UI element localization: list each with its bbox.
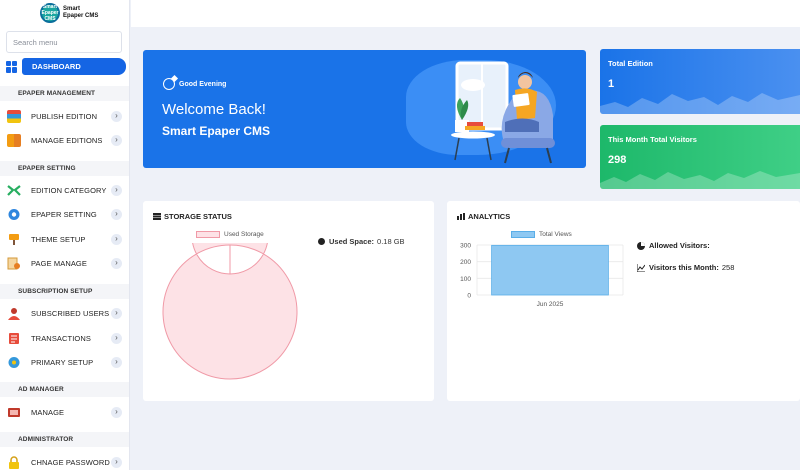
sidebar-item-manage-editions[interactable]: MANAGE EDITIONS › [0,128,129,152]
y-tick-label: 100 [460,276,471,283]
used-space-info: Used Space: 0.18 GB [318,237,405,246]
welcome-title: Welcome Back! [162,101,266,118]
chart-legend[interactable]: Total Views [511,231,572,238]
total-edition-card: Total Edition 1 [600,49,800,114]
chevron-right-icon: › [111,233,122,245]
brand-name-line2: Epaper CMS [63,13,99,19]
sidebar-item-publish-edition[interactable]: PUBLISH EDITION › [0,104,129,128]
sidebar-item-epaper-setting[interactable]: EPAPER SETTING › [0,202,129,226]
bar-chart-icon [457,213,465,220]
dashboard-icon [6,60,18,73]
chevron-right-icon: › [111,456,122,468]
setup-icon [7,356,21,369]
welcome-banner: Good Evening Welcome Back! Smart Epaper … [143,50,586,168]
panel-title: ANALYTICS [468,212,511,221]
section-administrator: ADMINISTRATOR [0,432,129,447]
category-icon [7,184,21,197]
publish-icon [7,109,21,123]
section-epaper-setting: EPAPER SETTING [0,161,129,176]
sidebar-item-transactions[interactable]: TRANSACTIONS › [0,326,129,350]
search-menu-input[interactable] [6,31,122,53]
sidebar-item-page-manage[interactable]: PAGE MANAGE › [0,251,129,275]
brand-logo[interactable]: Smart Epaper CMS Smart Epaper CMS [40,3,98,23]
sidebar-item-edition-category[interactable]: EDITION CATEGORY › [0,178,129,202]
chevron-right-icon: › [111,406,122,418]
sidebar-item-change-password[interactable]: CHNAGE PASSWORD › [0,450,129,470]
welcome-subtitle: Smart Epaper CMS [162,124,271,138]
sidebar-item-manage-ads[interactable]: MANAGE › [0,400,129,424]
month-visitors-info: Visitors this Month: 258 [637,263,734,272]
storage-status-panel: STORAGE STATUS Used Storage Used Space: … [143,201,434,401]
storage-donut-chart [162,243,298,380]
stat-label: This Month Total Visitors [608,135,697,144]
reading-illustration [451,61,555,164]
chevron-right-icon: › [111,134,122,146]
stat-value: 1 [608,78,615,90]
month-visitors-label: Visitors this Month: [649,263,719,272]
chart-legend[interactable]: Used Storage [196,231,264,238]
chevron-right-icon: › [111,307,122,319]
visitor-bar-chart: 0 100 200 300 Jun 2025 [460,243,624,308]
chevron-right-icon: › [111,257,122,269]
editions-icon [7,133,21,147]
sidebar-item-primary-setup[interactable]: PRIMARY SETUP › [0,350,129,374]
stat-value: 298 [608,154,627,166]
greeting-text: Good Evening [179,80,227,88]
paint-brush-icon [7,233,21,246]
donut-slice[interactable] [162,243,298,380]
y-tick-label: 300 [460,243,471,250]
monthly-visitors-card: This Month Total Visitors 298 [600,125,800,189]
sidebar-item-theme-setup[interactable]: THEME SETUP › [0,227,129,251]
section-ad-manager: AD MANAGER [0,382,129,397]
brand-name-line1: Smart [63,6,81,12]
month-visitors-value: 258 [721,263,735,272]
analytics-panel: ANALYTICS Total Views 0 100 200 300 Jun 2025… [447,201,800,401]
wave-decoration [600,171,800,189]
line-chart-icon [637,263,645,272]
panel-title: STORAGE STATUS [164,212,232,221]
sidebar-item-subscribed-users[interactable]: SUBSCRIBED USERS › [0,301,129,325]
allowed-visitors-label: Allowed Visitors: [649,241,710,250]
used-space-label: Used Space: [329,237,375,246]
legend-label: Total Views [539,231,572,238]
used-space-value: 0.18 GB [377,237,405,246]
stat-label: Total Edition [608,59,653,68]
pie-chart-icon [637,241,645,250]
wave-decoration [600,93,800,114]
moon-sparkle-icon [163,78,175,90]
bar[interactable] [491,244,609,296]
allowed-visitors-info: Allowed Visitors: [637,241,713,250]
sidebar-item-dashboard[interactable]: DASHBOARD [6,58,126,75]
top-bar [131,0,800,27]
greeting-row: Good Evening [163,78,226,90]
database-icon [153,213,161,220]
legend-label: Used Storage [224,231,264,238]
x-tick-label: Jun 2025 [537,301,564,308]
lock-icon [7,455,21,469]
page-icon [7,257,21,270]
chevron-right-icon: › [111,184,122,196]
dashboard-label: DASHBOARD [22,58,126,75]
chevron-right-icon: › [111,356,122,368]
y-tick-label: 0 [467,293,471,300]
gear-icon [7,208,21,221]
legend-swatch [196,231,220,238]
transactions-icon [7,332,21,345]
y-tick-label: 200 [460,259,471,266]
chevron-right-icon: › [111,332,122,344]
section-epaper-management: EPAPER MANAGEMENT [0,86,129,101]
ads-icon [7,406,21,419]
chevron-right-icon: › [111,208,122,220]
logo-mark: Smart Epaper CMS [40,3,60,23]
section-subscription-setup: SUBSCRIPTION SETUP [0,284,129,299]
info-dot-icon [318,238,325,245]
users-icon [7,307,21,320]
chevron-right-icon: › [111,110,122,122]
legend-swatch [511,231,535,238]
